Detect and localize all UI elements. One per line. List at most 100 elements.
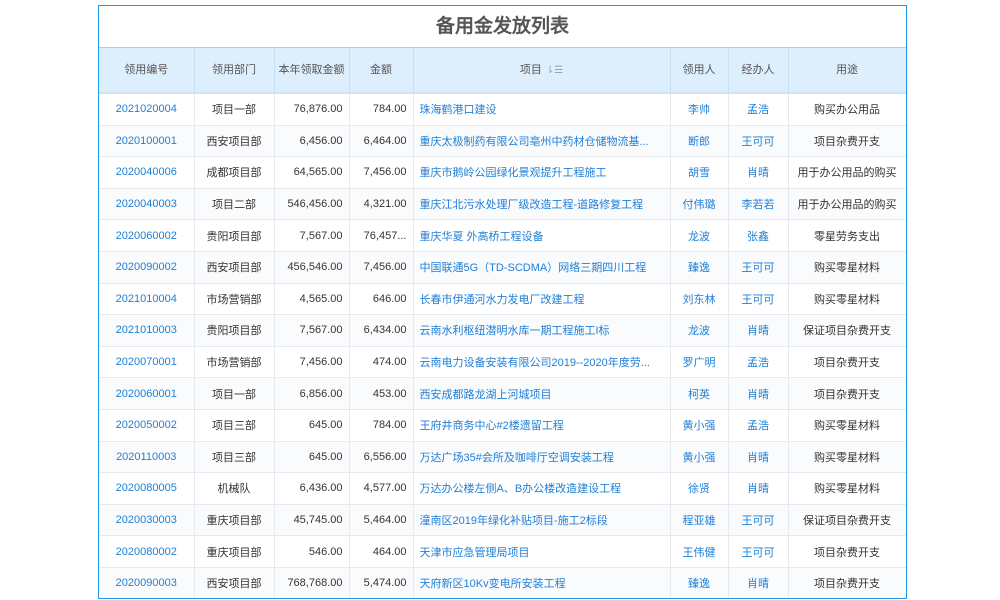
cell-project[interactable]: 万达办公楼左侧A、B办公楼改造建设工程: [413, 472, 671, 505]
table-row: 2020090003 西安项目部 768,768.00 5,474.00 天府新区10K…: [99, 567, 906, 598]
cell-receiver[interactable]: 胡雪: [670, 156, 729, 189]
cell-project[interactable]: 万达广场35#会所及咖啡厅空调安装工程: [413, 441, 671, 474]
col-header-code[interactable]: 领用编号: [99, 48, 195, 94]
cell-receiver[interactable]: 刘东林: [670, 283, 729, 316]
cell-receiver[interactable]: 李帅: [670, 93, 729, 126]
table-row: 2020070001 市场营销部 7,456.00 474.00 云南电力设备安装有限公…: [99, 346, 906, 379]
cell-code[interactable]: 2020110003: [99, 441, 195, 474]
cell-project[interactable]: 潼南区2019年绿化补贴项目-施工2标段: [413, 504, 671, 537]
cell-dept: 重庆项目部: [194, 535, 275, 568]
cell-handler[interactable]: 肖晴: [728, 441, 789, 474]
cell-receiver[interactable]: 断郎: [670, 125, 729, 158]
cell-code[interactable]: 2021020004: [99, 93, 195, 126]
cell-code[interactable]: 2020040006: [99, 156, 195, 189]
cell-code[interactable]: 2020090003: [99, 567, 195, 598]
cell-code[interactable]: 2020080005: [99, 472, 195, 505]
cell-handler[interactable]: 王可可: [728, 504, 789, 537]
cell-handler[interactable]: 孟浩: [728, 409, 789, 442]
cell-annual-amount: 546.00: [274, 535, 350, 568]
cell-project[interactable]: 中国联通5G（TD-SCDMA）网络三期四川工程: [413, 251, 671, 284]
cell-handler[interactable]: 王可可: [728, 125, 789, 158]
cell-purpose: 购买零星材料: [788, 409, 906, 442]
cell-handler[interactable]: 肖晴: [728, 314, 789, 347]
cell-annual-amount: 7,456.00: [274, 346, 350, 379]
cell-handler[interactable]: 肖晴: [728, 156, 789, 189]
cell-annual-amount: 6,856.00: [274, 377, 350, 410]
cell-code[interactable]: 2020080002: [99, 535, 195, 568]
cell-handler[interactable]: 孟浩: [728, 93, 789, 126]
cell-dept: 贵阳项目部: [194, 314, 275, 347]
table-row: 2020060001 项目一部 6,856.00 453.00 西安成都路龙湖上河城项目…: [99, 377, 906, 410]
cell-handler[interactable]: 王可可: [728, 283, 789, 316]
cell-purpose: 零星劳务支出: [788, 219, 906, 252]
cell-handler[interactable]: 王可可: [728, 535, 789, 568]
cell-amount: 5,474.00: [349, 567, 414, 598]
cell-handler[interactable]: 肖晴: [728, 472, 789, 505]
col-header-purpose[interactable]: 用途: [788, 48, 906, 94]
cell-code[interactable]: 2020100001: [99, 125, 195, 158]
cell-project[interactable]: 云南水利枢纽潜明水库一期工程施工I标: [413, 314, 671, 347]
cell-code[interactable]: 2021010003: [99, 314, 195, 347]
cell-handler[interactable]: 李若若: [728, 188, 789, 221]
cell-project[interactable]: 长春市伊通河水力发电厂改建工程: [413, 283, 671, 316]
col-header-receiver[interactable]: 领用人: [670, 48, 729, 94]
cell-dept: 项目三部: [194, 441, 275, 474]
table-row: 2020090002 西安项目部 456,546.00 7,456.00 中国联通5G（…: [99, 251, 906, 284]
cell-handler[interactable]: 孟浩: [728, 346, 789, 379]
cell-code[interactable]: 2020030003: [99, 504, 195, 537]
cell-receiver[interactable]: 黄小强: [670, 409, 729, 442]
cell-receiver[interactable]: 王伟健: [670, 535, 729, 568]
col-header-dept[interactable]: 领用部门: [194, 48, 275, 94]
cell-project[interactable]: 重庆市鹅岭公园绿化景观提升工程施工: [413, 156, 671, 189]
table-row: 2020060002 贵阳项目部 7,567.00 76,457... 重庆华夏 外高桥…: [99, 219, 906, 252]
cell-handler[interactable]: 肖晴: [728, 567, 789, 598]
cell-code[interactable]: 2020050002: [99, 409, 195, 442]
cell-code[interactable]: 2020060002: [99, 219, 195, 252]
cell-receiver[interactable]: 柯英: [670, 377, 729, 410]
cell-project[interactable]: 天府新区10Kv变电所安装工程: [413, 567, 671, 598]
col-header-amount[interactable]: 金额: [349, 48, 414, 94]
cell-amount: 784.00: [349, 93, 414, 126]
cell-handler[interactable]: 王可可: [728, 251, 789, 284]
cell-receiver[interactable]: 罗广明: [670, 346, 729, 379]
cell-receiver[interactable]: 龙波: [670, 219, 729, 252]
cell-dept: 市场营销部: [194, 346, 275, 379]
cell-receiver[interactable]: 徐贤: [670, 472, 729, 505]
cell-receiver[interactable]: 臻逸: [670, 567, 729, 598]
cell-handler[interactable]: 张鑫: [728, 219, 789, 252]
table-row: 2020050002 项目三部 645.00 784.00 王府井商务中心#2楼遗留工程…: [99, 409, 906, 442]
table-row: 2021010004 市场营销部 4,565.00 646.00 长春市伊通河水力发电厂…: [99, 283, 906, 316]
cell-project[interactable]: 重庆太极制药有限公司亳州中药材仓储物流基...: [413, 125, 671, 158]
cell-project[interactable]: 珠海鹤港口建设: [413, 93, 671, 126]
col-header-handler[interactable]: 经办人: [728, 48, 789, 94]
cell-code[interactable]: 2020090002: [99, 251, 195, 284]
cell-code[interactable]: 2020070001: [99, 346, 195, 379]
cell-project[interactable]: 重庆江北污水处理厂级改造工程-道路修复工程: [413, 188, 671, 221]
cell-annual-amount: 64,565.00: [274, 156, 350, 189]
cell-code[interactable]: 2020040003: [99, 188, 195, 221]
cell-receiver[interactable]: 程亚雄: [670, 504, 729, 537]
cell-purpose: 保证项目杂费开支: [788, 314, 906, 347]
col-header-project[interactable]: 项目 ⇂☰: [413, 48, 671, 94]
cell-code[interactable]: 2021010004: [99, 283, 195, 316]
cell-receiver[interactable]: 臻逸: [670, 251, 729, 284]
cell-project[interactable]: 天津市应急管理局项目: [413, 535, 671, 568]
cell-amount: 474.00: [349, 346, 414, 379]
cell-receiver[interactable]: 龙波: [670, 314, 729, 347]
cell-handler[interactable]: 肖晴: [728, 377, 789, 410]
col-header-annual-amount[interactable]: 本年领取金额: [274, 48, 350, 94]
cell-receiver[interactable]: 付伟璐: [670, 188, 729, 221]
cell-project[interactable]: 西安成都路龙湖上河城项目: [413, 377, 671, 410]
cell-purpose: 项目杂费开支: [788, 535, 906, 568]
cell-project[interactable]: 王府井商务中心#2楼遗留工程: [413, 409, 671, 442]
cell-amount: 464.00: [349, 535, 414, 568]
sort-icon[interactable]: ⇂☰: [545, 64, 564, 76]
petty-cash-table: 领用编号 领用部门 本年领取金额 金额 项目 ⇂☰ 领用人 经办人 用途 2021…: [99, 48, 906, 598]
cell-code[interactable]: 2020060001: [99, 377, 195, 410]
cell-project[interactable]: 云南电力设备安装有限公司2019--2020年度劳...: [413, 346, 671, 379]
cell-annual-amount: 645.00: [274, 409, 350, 442]
cell-project[interactable]: 重庆华夏 外高桥工程设备: [413, 219, 671, 252]
cell-purpose: 购买零星材料: [788, 283, 906, 316]
cell-annual-amount: 7,567.00: [274, 314, 350, 347]
cell-receiver[interactable]: 黄小强: [670, 441, 729, 474]
